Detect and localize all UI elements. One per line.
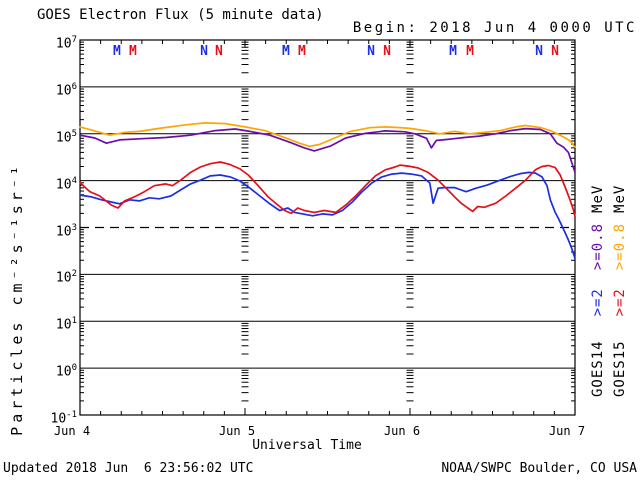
series-goes14-2-mev [79,171,576,260]
x-tick-label: Jun 5 [218,424,256,438]
x-axis-label: Universal Time [252,438,362,453]
legend-goes14: GOES14 >=2 >=0.8 MeV [589,147,607,397]
y-tick-label: 107 [55,35,77,52]
y-tick-label: 106 [55,81,77,99]
updated-timestamp: Updated 2018 Jun 6 23:56:02 UTC [3,461,254,476]
day-marker-n: N [215,44,223,59]
y-tick-label: 101 [55,316,77,333]
series-goes15-0-8-mev [79,122,576,148]
y-tick-label: 105 [55,128,77,146]
day-marker-n: N [551,44,559,59]
begin-timestamp: Begin: 2018 Jun 4 0000 UTC [352,20,637,36]
day-marker-n: N [383,44,391,59]
plot-frame [79,39,576,416]
legend-goes15-ge2: >=2 [612,288,628,317]
series-goes15-2-mev [79,161,576,218]
day-marker-m: M [298,44,306,59]
y-tick-label: 103 [55,222,77,239]
series-goes14-0-8-mev [79,127,576,174]
day-marker-m: M [129,44,137,59]
legend-goes14-ge08: >=0.8 [590,222,606,271]
y-tick-label: 102 [55,269,77,286]
y-tick-label: 10-1 [50,410,78,427]
legend-goes14-satellite: GOES14 [590,340,606,397]
y-tick-label: 100 [55,363,77,380]
x-tick-label: Jun 7 [548,424,586,438]
day-marker-n: N [367,44,375,59]
legend-goes15-satellite: GOES15 [612,340,628,397]
source-attribution: NOAA/SWPC Boulder, CO USA [441,461,637,476]
legend-goes15-ge08: >=0.8 [612,222,628,271]
day-marker-m: M [449,44,457,59]
legend-goes14-ge2: >=2 [590,288,606,317]
legend-goes15: GOES15 >=2 >=0.8 MeV [611,147,629,397]
page-title: GOES Electron Flux (5 minute data) [37,7,324,23]
legend-goes14-unit: MeV [590,184,606,213]
day-marker-m: M [282,44,290,59]
day-marker-m: M [113,44,121,59]
x-tick-label: Jun 6 [383,424,421,438]
day-marker-m: M [466,44,474,59]
x-tick-label: Jun 4 [53,424,91,438]
y-axis-label: Particles cm⁻²s⁻¹sr⁻¹ [8,162,26,436]
day-marker-n: N [200,44,208,59]
y-tick-label: 104 [55,175,77,192]
legend-goes15-unit: MeV [612,184,628,213]
day-marker-n: N [535,44,543,59]
